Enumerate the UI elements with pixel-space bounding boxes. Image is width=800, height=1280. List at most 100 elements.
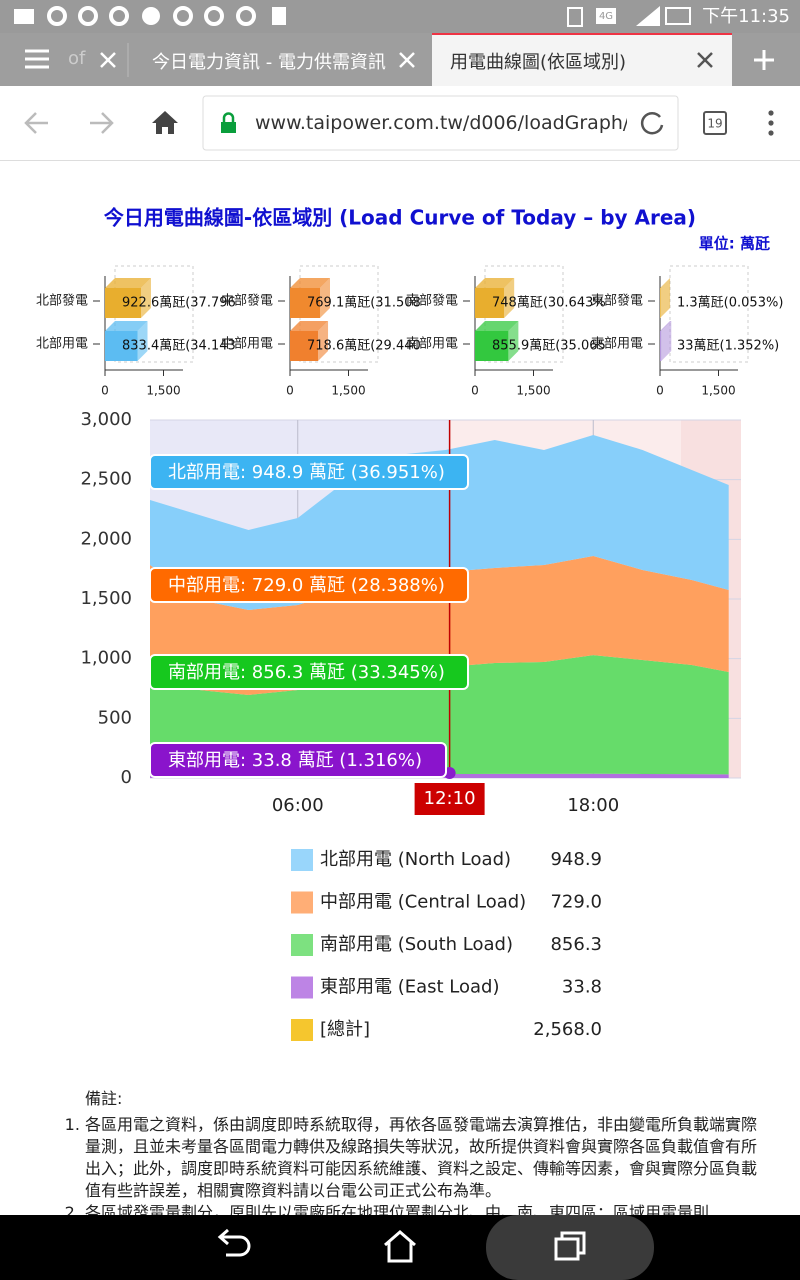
icon — [78, 6, 98, 26]
close-tab[interactable] — [100, 52, 116, 68]
y-tick-label: 2,000 — [80, 528, 132, 549]
value-label: 33萬瓩(1.352%) — [677, 339, 779, 354]
value-label: 718.6萬瓩(29.440 — [307, 339, 421, 354]
icon — [596, 8, 616, 24]
legend-label: [總計] — [320, 1019, 370, 1040]
icon — [14, 9, 34, 24]
new-tab[interactable] — [754, 50, 774, 70]
tooltip — [149, 742, 447, 778]
tab-count: 19 — [707, 117, 722, 131]
y-tick-label: 500 — [98, 707, 132, 728]
value-label: 855.9萬瓩(35.065 — [492, 339, 606, 354]
x-tick-label: 06:00 — [272, 795, 324, 816]
recents-icon-back — [560, 1231, 586, 1255]
bar-top — [660, 321, 672, 331]
bar-side — [140, 278, 151, 318]
bar-side — [137, 321, 148, 361]
back-button[interactable] — [24, 112, 48, 134]
signal-icon — [636, 6, 660, 26]
clock: 下午11:35 — [702, 6, 790, 27]
y-tick-label: 2,500 — [80, 469, 132, 490]
notes-heading: 備註: — [85, 1089, 123, 1108]
lock-shackle — [222, 112, 235, 122]
category-label: 東部發電 — [591, 293, 643, 309]
legend-label: 東部用電 (East Load) — [320, 977, 500, 998]
x-tick-label: 0 — [471, 384, 479, 398]
url-box[interactable] — [202, 95, 679, 151]
x-tick-label: 1,500 — [331, 384, 365, 398]
icon — [109, 6, 129, 26]
x-tick-label: 0 — [286, 384, 294, 398]
category-label: 北部發電 — [36, 294, 88, 309]
forward-button[interactable] — [90, 112, 114, 134]
legend-value: 729.0 — [550, 892, 602, 913]
bar-side — [504, 278, 515, 318]
x-tick-label: 0 — [101, 384, 109, 398]
icon — [567, 7, 583, 27]
home-key[interactable] — [384, 1230, 416, 1263]
back-key-arrow — [217, 1228, 229, 1246]
notes-list: 各區用電之資料，係由調度即時系統取得，再依各區發電端去演算推估，非由變電所負載端… — [62, 1114, 762, 1215]
category-label: 北部用電 — [36, 337, 88, 352]
category-label: 南部用電 — [406, 336, 458, 352]
battery-icon — [665, 7, 691, 25]
legend-swatch — [291, 891, 313, 914]
url-text[interactable]: www.taipower.com.tw/d006/loadGraph/lc — [255, 112, 627, 134]
note-item: 各區域發電量劃分，原則先以電廠所在地理位置劃分北、中、南、東四區；區域用電量則 — [85, 1202, 762, 1215]
tooltip — [149, 454, 469, 490]
bar-top — [290, 321, 329, 331]
lock-icon — [221, 122, 236, 133]
home-button[interactable] — [152, 111, 178, 134]
x-tick-label: 1,500 — [516, 384, 550, 398]
category-label: 東部用電 — [591, 336, 643, 352]
active-tab[interactable] — [432, 33, 732, 86]
tab-title[interactable]: 今日電力資訊 - 電力供需資訊 — [152, 52, 386, 73]
tab-strip: of 今日電力資訊 - 電力供需資訊 用電曲線圖(依區域別) — [0, 33, 800, 86]
bar-top — [475, 278, 515, 288]
current-time-label: 12:10 — [424, 788, 476, 809]
category-label: 中部發電 — [221, 294, 273, 309]
recents-icon — [554, 1237, 580, 1261]
bar-top — [105, 321, 148, 331]
bar — [105, 331, 138, 361]
bar-top — [105, 278, 151, 288]
icon — [204, 6, 224, 26]
value-label: 769.1萬瓩(31.508 — [307, 296, 421, 311]
legend-swatch — [291, 976, 313, 999]
tab-title[interactable]: 用電曲線圖(依區域別) — [450, 52, 627, 73]
nav-bar — [0, 1215, 800, 1280]
chart-title: 今日用電曲線圖-依區域別 (Load Curve of Today – by A… — [104, 206, 696, 230]
bar — [475, 288, 505, 318]
recents-key[interactable] — [486, 1215, 654, 1280]
bar-side — [319, 278, 330, 318]
menu-icon[interactable] — [25, 49, 49, 69]
bar — [660, 331, 662, 361]
legend-label: 中部用電 (Central Load) — [320, 892, 526, 913]
value-label: 833.4萬瓩(34.143 — [122, 339, 236, 354]
tab-title[interactable]: of — [68, 48, 86, 69]
close-tab[interactable] — [399, 52, 415, 68]
tab-icons — [25, 33, 774, 86]
icon — [236, 6, 256, 26]
legend-label: 北部用電 (North Load) — [320, 849, 511, 870]
menu-button[interactable] — [768, 110, 774, 136]
nav-icons — [217, 1215, 654, 1280]
legend-swatch — [291, 1019, 313, 1041]
icon — [272, 7, 286, 25]
close-tab[interactable] — [697, 52, 713, 68]
tab-switcher[interactable] — [703, 111, 727, 135]
category-label: 中部用電 — [221, 337, 273, 352]
bar-side — [661, 321, 672, 361]
icon — [142, 7, 160, 25]
reload-button[interactable] — [640, 112, 664, 135]
legend-value: 948.9 — [550, 849, 602, 870]
value-label: 1.3萬瓩(0.053%) — [677, 296, 783, 311]
notes: 備註: 各區用電之資料，係由調度即時系統取得，再依各區發電端去演算推估，非由變電… — [62, 1088, 762, 1215]
tooltip-text: 東部用電: 33.8 萬瓩 (1.316%) — [168, 750, 422, 771]
plot-back — [669, 265, 749, 363]
tooltip-text: 南部用電: 856.3 萬瓩 (33.345%) — [168, 662, 445, 683]
bar-side — [508, 321, 519, 361]
bar — [475, 331, 509, 361]
back-key[interactable] — [222, 1235, 251, 1257]
